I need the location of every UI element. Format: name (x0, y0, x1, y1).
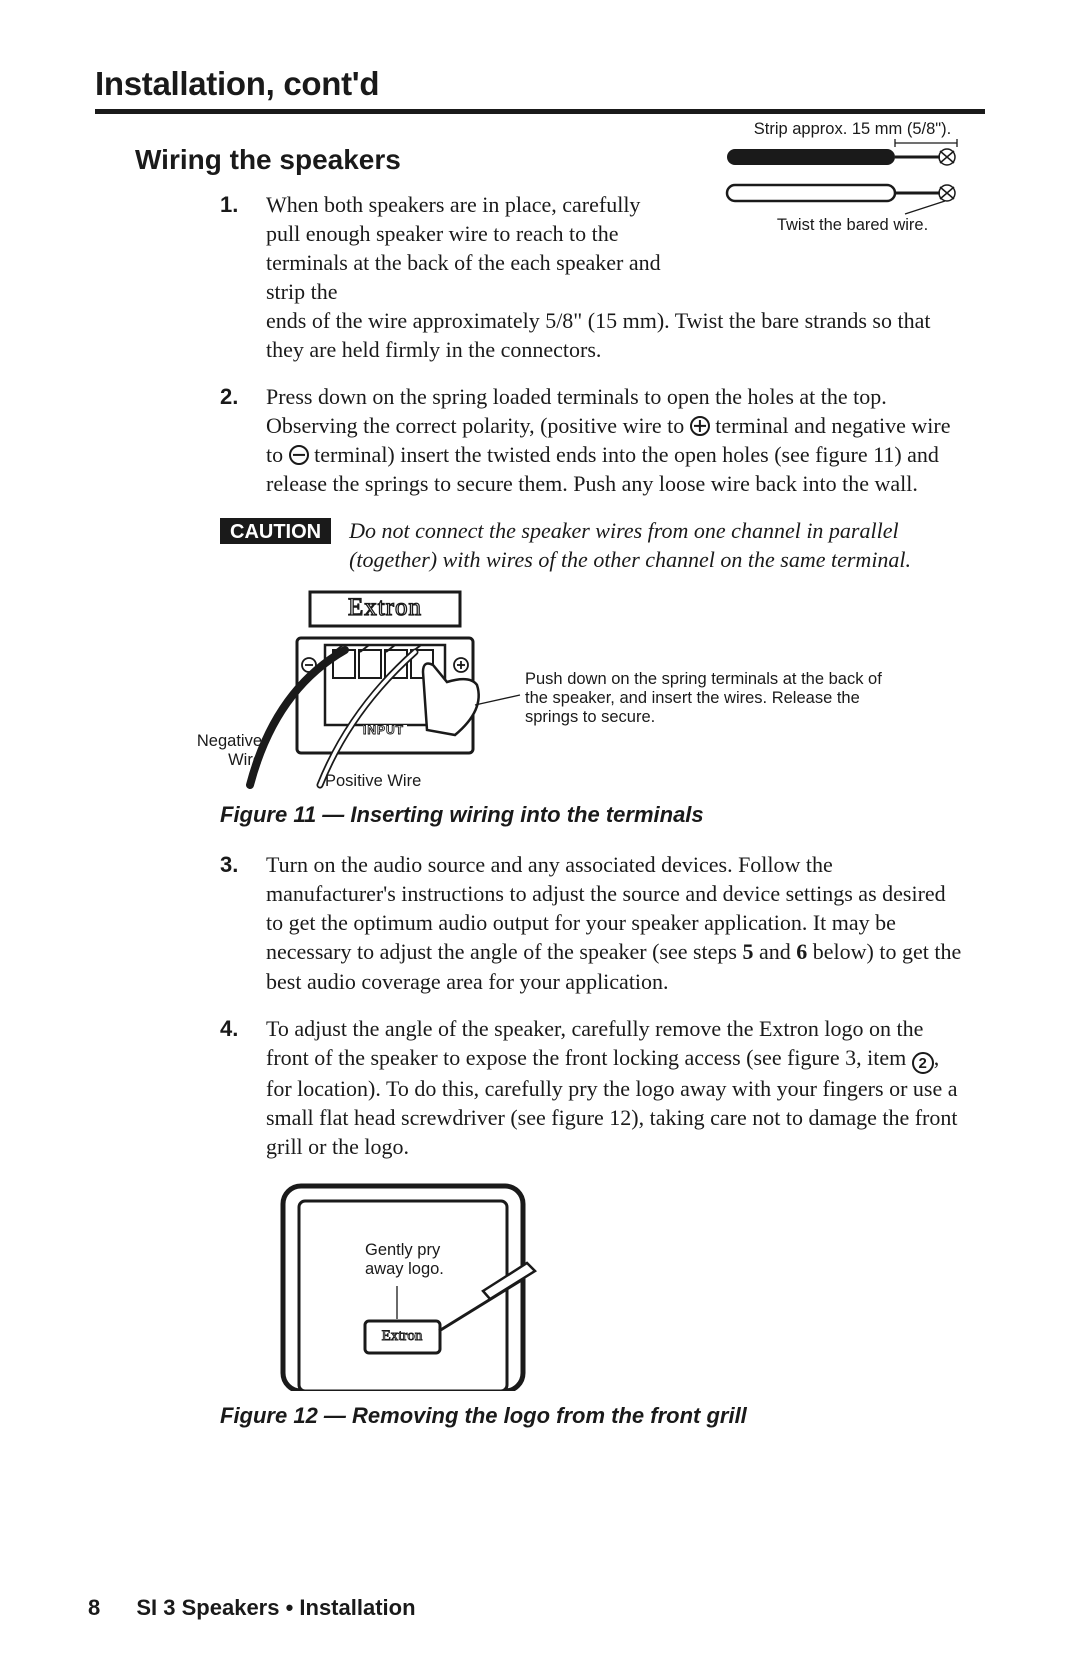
step-3-mid: and (754, 939, 797, 964)
step-4-text-a: To adjust the angle of the speaker, care… (266, 1016, 923, 1070)
figure-12: Gently pry away logo. Extron (275, 1181, 555, 1391)
figure-11-caption: Figure 11 — Inserting wiring into the te… (220, 802, 965, 828)
figure-12-caption: Figure 12 — Removing the logo from the f… (220, 1403, 965, 1429)
figure-11-neg-label-2: Wire (228, 751, 262, 769)
step-2-text-c: terminal) insert the twisted ends into t… (266, 442, 939, 496)
step-number: 2. (220, 382, 242, 498)
figure-11-neg-label-1: Negative (197, 732, 262, 750)
circled-2-icon: 2 (912, 1052, 934, 1074)
step-3-bold-5: 5 (743, 939, 754, 964)
step-number: 3. (220, 850, 242, 995)
plus-terminal-icon (690, 416, 710, 436)
step-number: 1. (220, 190, 242, 364)
step-1-text-a: When both speakers are in place, careful… (266, 190, 676, 306)
figure-11-brand: Extron (319, 594, 451, 622)
page-number: 8 (88, 1595, 100, 1620)
minus-terminal-icon (289, 445, 309, 465)
wire-strip-top-label: Strip approx. 15 mm (5/8"). (725, 120, 980, 139)
caution-badge: CAUTION (220, 518, 331, 544)
figure-11-side-text: Push down on the spring terminals at the… (525, 670, 885, 727)
caution-text: Do not connect the speaker wires from on… (349, 516, 965, 574)
step-4: 4. To adjust the angle of the speaker, c… (220, 1014, 965, 1161)
footer-text: SI 3 Speakers • Installation (136, 1595, 415, 1620)
page-footer: 8 SI 3 Speakers • Installation (88, 1595, 416, 1621)
figure-12-label: Gently pry away logo. (365, 1241, 455, 1281)
figure-12-brand: Extron (371, 1328, 433, 1345)
step-1: 1. When both speakers are in place, care… (220, 190, 965, 364)
figure-12-drawing (275, 1181, 555, 1391)
figure-11-pos-label: Positive Wire (325, 772, 421, 791)
step-2: 2. Press down on the spring loaded termi… (220, 382, 965, 498)
step-3-bold-6: 6 (796, 939, 807, 964)
figure-11-input-label: INPUT (363, 723, 404, 737)
caution-block: CAUTION Do not connect the speaker wires… (220, 516, 965, 574)
page-title: Installation, cont'd (95, 65, 985, 114)
step-1-text-b: ends of the wire approximately 5/8" (15 … (266, 308, 930, 362)
figure-11: Extron INPUT Negative Wire Positive Wire… (215, 590, 965, 790)
step-3: 3. Turn on the audio source and any asso… (220, 850, 965, 995)
step-number: 4. (220, 1014, 242, 1161)
